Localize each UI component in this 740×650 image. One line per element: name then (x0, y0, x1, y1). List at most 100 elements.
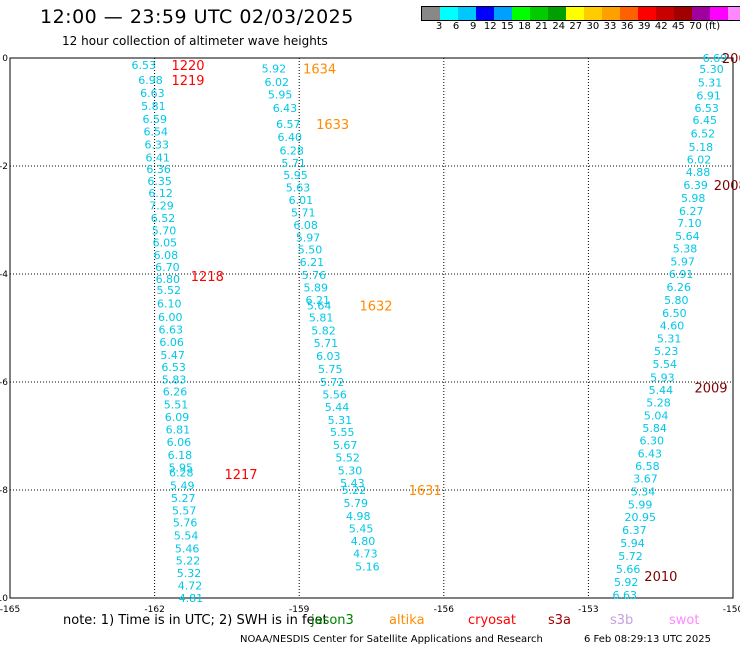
data-label: 5.75 (318, 363, 343, 376)
legend-s3a: s3a (548, 613, 572, 628)
data-label: 5.95 (169, 461, 194, 474)
legend-cryosat: cryosat (468, 613, 516, 628)
data-label: 6.41 (145, 151, 170, 164)
data-label: 6.08 (293, 219, 318, 232)
data-label: 6.81 (166, 424, 191, 437)
data-label: 5.80 (664, 294, 689, 307)
color-swatch (440, 7, 458, 20)
data-label: 5.31 (657, 332, 682, 345)
color-swatch (566, 7, 584, 20)
data-label: 6.63 (613, 589, 638, 602)
data-label: 5.54 (653, 358, 678, 371)
color-swatch (530, 7, 548, 20)
data-label: 5.92 (614, 576, 639, 589)
data-label: 5.67 (333, 439, 358, 452)
data-label: 6.37 (622, 524, 647, 537)
pass-label: 1631 (409, 484, 442, 499)
data-label: 5.82 (311, 325, 336, 338)
data-label: 5.34 (631, 486, 656, 499)
legend-altika: altika (389, 613, 425, 628)
data-label: 6.26 (163, 386, 188, 399)
data-label: 5.43 (340, 477, 365, 490)
color-scale-labels: 3 6 9 12 15 18 21 24 27 30 33 36 39 42 45 70 (ft) (421, 21, 727, 33)
page-title: 12:00 — 23:59 UTC 02/03/2025 (40, 6, 354, 28)
color-swatch (494, 7, 512, 20)
data-label: 6.06 (159, 336, 184, 349)
data-label: 5.22 (342, 484, 367, 497)
data-label: 6.00 (158, 311, 183, 324)
color-swatch (476, 7, 494, 20)
pass-label: 1634 (303, 62, 336, 77)
color-swatch (638, 7, 656, 20)
color-scale-label: 6 (452, 21, 460, 32)
data-label: 6.03 (316, 350, 341, 363)
data-label: 5.31 (328, 414, 353, 427)
data-label: 6.12 (148, 187, 173, 200)
x-tick-label: -162 (144, 605, 164, 615)
data-label: 5.83 (162, 373, 187, 386)
data-label: 4.81 (179, 592, 204, 605)
data-label: 5.81 (141, 100, 166, 113)
pass-label: 2009 (694, 381, 727, 396)
data-label: 5.44 (649, 384, 674, 397)
data-label: 6.98 (138, 74, 163, 87)
color-swatch (674, 7, 692, 20)
data-label: 4.73 (353, 548, 378, 561)
data-label: 5.44 (325, 401, 350, 414)
y-tick-label: -10 (0, 594, 8, 604)
chart-subtitle: 12 hour collection of altimeter wave hei… (62, 34, 328, 48)
data-label: 5.93 (650, 372, 675, 385)
data-label: 6.21 (305, 294, 330, 307)
data-label: 6.02 (264, 76, 289, 89)
color-scale-label: 45 (672, 21, 685, 32)
data-label: 7.10 (677, 217, 702, 230)
data-label: 5.54 (174, 529, 199, 542)
y-tick-label: 0 (2, 54, 8, 64)
color-scale-label: 9 (470, 21, 477, 32)
data-label: 5.18 (689, 141, 714, 154)
data-label: 6.54 (144, 125, 169, 138)
legend-jason3: jason3 (311, 613, 354, 628)
data-label: 5.49 (170, 480, 195, 493)
color-swatch (584, 7, 602, 20)
data-label: 5.04 (644, 409, 669, 422)
data-label: 5.64 (675, 230, 700, 243)
data-label: 6.80 (156, 273, 181, 286)
data-label: 5.89 (304, 282, 329, 295)
data-label: 5.97 (670, 256, 695, 269)
data-label: 6.30 (639, 434, 664, 447)
data-label: 5.64 (307, 299, 332, 312)
data-label: 6.91 (669, 268, 694, 281)
data-label: 5.28 (646, 397, 671, 410)
data-label: 5.30 (699, 63, 724, 76)
data-label: 6.53 (694, 102, 719, 115)
data-label: 6.69 (703, 52, 728, 65)
credit-text: NOAA/NESDIS Center for Satellite Applica… (240, 634, 543, 645)
data-label: 6.08 (154, 249, 179, 262)
pass-label: 2007 (722, 52, 740, 67)
color-scale-label: 27 (569, 21, 583, 32)
color-scale-label: 39 (637, 21, 651, 32)
data-label: 6.01 (289, 194, 314, 207)
data-label: 5.47 (160, 349, 185, 362)
plot-frame (9, 57, 734, 599)
data-label: 6.52 (691, 128, 716, 141)
data-label: 5.81 (309, 312, 334, 325)
data-label: 5.71 (281, 157, 306, 170)
data-label: 5.94 (620, 537, 645, 550)
x-tick-label: -156 (434, 605, 455, 615)
pass-label: 1633 (316, 118, 349, 133)
data-label: 6.09 (165, 411, 190, 424)
color-scale-label: 18 (518, 21, 531, 32)
data-label: 6.43 (638, 447, 663, 460)
color-scale-bar (421, 6, 740, 21)
color-swatch (620, 7, 638, 20)
data-label: 20.95 (625, 511, 657, 524)
data-label: 6.70 (155, 261, 180, 274)
data-label: 5.95 (268, 89, 293, 102)
data-label: 6.36 (146, 163, 171, 176)
x-tick-label: -150 (723, 605, 740, 615)
x-tick-label: -159 (289, 605, 310, 615)
data-label: 5.31 (698, 76, 723, 89)
data-label: 5.70 (152, 224, 177, 237)
